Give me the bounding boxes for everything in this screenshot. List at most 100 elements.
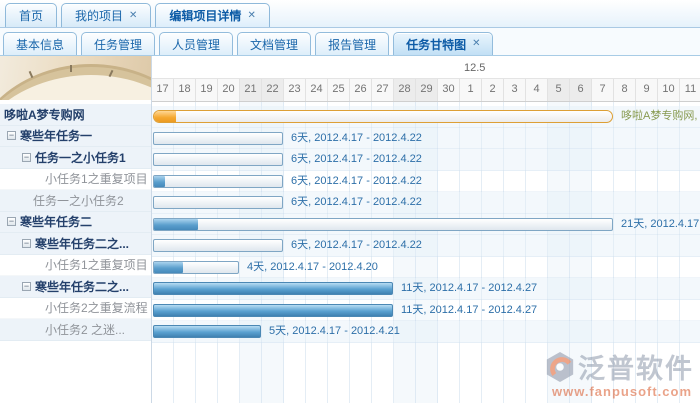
bar-label: 4天, 2012.4.17 - 2012.4.20 bbox=[247, 260, 378, 273]
gantt-row: 6天, 2012.4.17 - 2012.4.22 bbox=[152, 192, 700, 214]
day-header-cell: 28 bbox=[394, 79, 416, 101]
bar-label: 11天, 2012.4.17 - 2012.4.27 bbox=[401, 282, 538, 294]
collapse-icon[interactable]: − bbox=[7, 217, 16, 227]
bar-progress bbox=[154, 261, 183, 273]
clock-tick bbox=[70, 65, 72, 72]
gantt-chart: 12.5 17 18 19 20 21 22 23 24 25 26 27 28 29 30 1 2 3 4 5 6 7… bbox=[152, 56, 700, 403]
tree-item-label: 小任务1之重复项目 bbox=[45, 172, 148, 187]
tab-label: 首页 bbox=[19, 9, 44, 23]
bar-label: 6天, 2012.4.17 - 2012.4.22 bbox=[291, 196, 422, 208]
task-tree-sidebar: 哆啦A梦专购网 − 寒些年任务一 − 任务一之小任务1 小任务1之重复项目 任务一之小任务2… bbox=[0, 56, 152, 403]
gantt-body: 哆啦A梦专购网, 6天, 2012.4.17 - 2012.4.22 6天, 201… bbox=[152, 102, 700, 403]
gantt-bar[interactable] bbox=[153, 325, 261, 338]
tree-item-label: 寒些年任务二之... bbox=[35, 279, 130, 294]
gantt-bar[interactable] bbox=[153, 260, 239, 274]
tab-label: 编辑项目详情 bbox=[169, 9, 242, 23]
module-tab-0[interactable]: 基本信息 bbox=[3, 32, 78, 55]
gantt-rows: 哆啦A梦专购网, 6天, 2012.4.17 - 2012.4.22 6天, 201… bbox=[152, 102, 700, 343]
module-tab-1[interactable]: 任务管理 bbox=[81, 32, 156, 55]
collapse-icon[interactable]: − bbox=[22, 281, 31, 291]
gantt-bar[interactable] bbox=[153, 217, 613, 231]
weekend-column bbox=[570, 102, 592, 403]
close-icon[interactable]: ✕ bbox=[472, 38, 481, 49]
day-header-cell: 7 bbox=[592, 79, 614, 101]
gantt-bar[interactable] bbox=[153, 110, 613, 123]
module-tab-3[interactable]: 文档管理 bbox=[237, 32, 312, 55]
tree-item[interactable]: 小任务2 之迷... bbox=[0, 319, 151, 341]
day-header-cell: 17 bbox=[152, 79, 174, 101]
tree-item[interactable]: 哆啦A梦专购网 bbox=[0, 104, 151, 126]
day-header-cell: 18 bbox=[174, 79, 196, 101]
day-header-cell: 4 bbox=[526, 79, 548, 101]
tree-item[interactable]: − 寒些年任务二 bbox=[0, 211, 151, 233]
gantt-bar[interactable] bbox=[153, 196, 283, 209]
gantt-bar[interactable] bbox=[153, 131, 283, 145]
gantt-row: 哆啦A梦专购网, bbox=[152, 106, 700, 128]
module-tab-2[interactable]: 人员管理 bbox=[159, 32, 234, 55]
tree-item[interactable]: − 寒些年任务二之... bbox=[0, 276, 151, 298]
day-header-cell: 26 bbox=[350, 79, 372, 101]
module-tab-5[interactable]: 任务甘特图 ✕ bbox=[393, 32, 494, 55]
tree-item-label: 任务一之小任务1 bbox=[35, 150, 126, 165]
bar-progress bbox=[154, 175, 165, 187]
gantt-bar[interactable] bbox=[153, 174, 283, 188]
gantt-bar[interactable] bbox=[153, 153, 283, 166]
bar-label: 哆啦A梦专购网, bbox=[621, 110, 698, 122]
tree-item-label: 寒些年任务二之... bbox=[35, 236, 130, 251]
gantt-row: 4天, 2012.4.17 - 2012.4.20 bbox=[152, 257, 700, 278]
collapse-icon[interactable]: − bbox=[22, 238, 31, 248]
tree-item[interactable]: 小任务2之重复流程 bbox=[0, 298, 151, 319]
tree-item-label: 哆啦A梦专购网 bbox=[4, 107, 85, 122]
gantt-row: 6天, 2012.4.17 - 2012.4.22 bbox=[152, 149, 700, 171]
browser-tabbar: 首页 我的项目 ✕ 编辑项目详情 ✕ bbox=[0, 0, 700, 28]
day-header-cell: 1 bbox=[460, 79, 482, 101]
browser-tab-1[interactable]: 我的项目 ✕ bbox=[61, 3, 152, 27]
gantt-row: 11天, 2012.4.17 - 2012.4.27 bbox=[152, 300, 700, 321]
close-icon[interactable]: ✕ bbox=[247, 9, 256, 21]
gantt-bar[interactable] bbox=[153, 303, 393, 317]
browser-tab-0[interactable]: 首页 bbox=[5, 3, 58, 27]
close-icon[interactable]: ✕ bbox=[129, 9, 138, 21]
month-header-row: 12.5 bbox=[152, 60, 700, 79]
tree-item[interactable]: 任务一之小任务2 bbox=[0, 190, 151, 212]
day-header-cell: 29 bbox=[416, 79, 438, 101]
tree-item[interactable]: − 寒些年任务一 bbox=[0, 125, 151, 147]
day-header-cell: 3 bbox=[504, 79, 526, 101]
tree-item-label: 任务一之小任务2 bbox=[33, 193, 124, 208]
tree-item-label: 寒些年任务二 bbox=[20, 215, 93, 230]
month-label: 12.5 bbox=[464, 62, 486, 74]
gantt-row: 6天, 2012.4.17 - 2012.4.22 bbox=[152, 171, 700, 192]
day-header-cell: 24 bbox=[306, 79, 328, 101]
gantt-row: 11天, 2012.4.17 - 2012.4.27 bbox=[152, 278, 700, 300]
bar-progress bbox=[154, 111, 176, 122]
tree-item-label: 小任务2 之迷... bbox=[45, 322, 126, 337]
tree-item[interactable]: 小任务1之重复项目 bbox=[0, 255, 151, 276]
day-header-cell: 6 bbox=[570, 79, 592, 101]
bar-label: 6天, 2012.4.17 - 2012.4.22 bbox=[291, 239, 422, 251]
day-header-cell: 11 bbox=[680, 79, 700, 101]
tab-label: 文档管理 bbox=[250, 37, 299, 52]
module-tab-4[interactable]: 报告管理 bbox=[315, 32, 390, 55]
day-header-row: 17 18 19 20 21 22 23 24 25 26 27 28 29 30 1 2 3 4 5 6 7 8 9 10 1… bbox=[152, 79, 700, 102]
tab-label: 任务甘特图 bbox=[406, 37, 467, 52]
tree-item[interactable]: 小任务1之重复项目 bbox=[0, 169, 151, 190]
tree-item[interactable]: − 任务一之小任务1 bbox=[0, 147, 151, 169]
browser-tab-2[interactable]: 编辑项目详情 ✕ bbox=[155, 3, 270, 27]
tab-label: 我的项目 bbox=[75, 9, 124, 23]
tab-label: 基本信息 bbox=[16, 37, 65, 52]
day-header-cell: 19 bbox=[196, 79, 218, 101]
collapse-icon[interactable]: − bbox=[7, 131, 16, 141]
gantt-bar[interactable] bbox=[153, 282, 393, 295]
collapse-icon[interactable]: − bbox=[22, 152, 31, 162]
tree-item-label: 寒些年任务一 bbox=[20, 129, 93, 144]
gantt-row: 21天, 2012.4.17 - bbox=[152, 213, 700, 235]
gantt-row: 6天, 2012.4.17 - 2012.4.22 bbox=[152, 235, 700, 257]
day-header-cell: 30 bbox=[438, 79, 460, 101]
tree-item[interactable]: − 寒些年任务二之... bbox=[0, 233, 151, 255]
bar-label: 6天, 2012.4.17 - 2012.4.22 bbox=[291, 153, 422, 165]
tree-item-label: 小任务2之重复流程 bbox=[45, 301, 148, 316]
day-header-cell: 9 bbox=[636, 79, 658, 101]
gantt-bar[interactable] bbox=[153, 239, 283, 252]
day-header-cell: 8 bbox=[614, 79, 636, 101]
